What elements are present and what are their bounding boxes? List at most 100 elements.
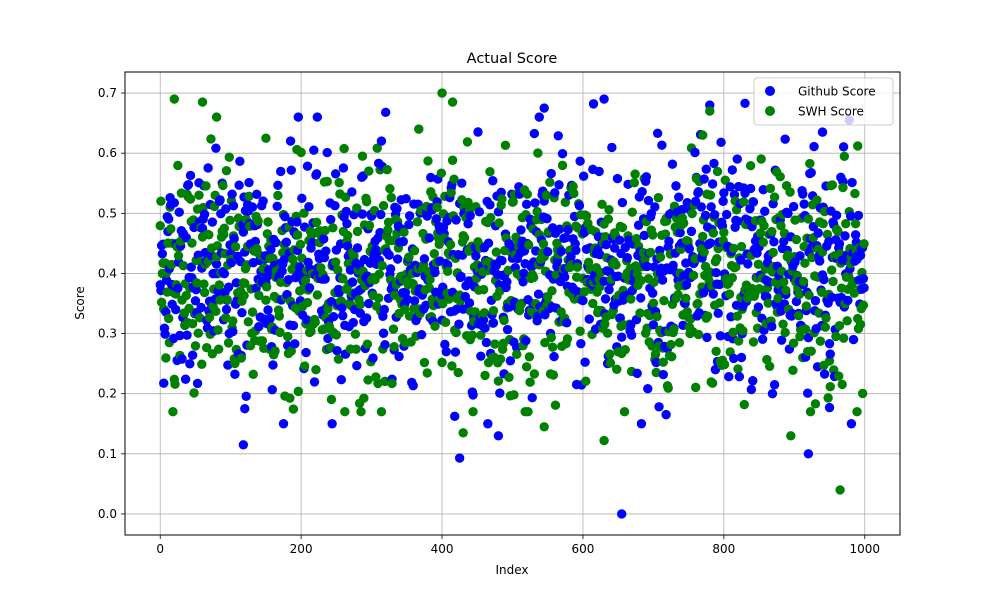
github-score-point — [817, 127, 828, 137]
swh-score-point — [627, 207, 637, 217]
swh-score-point — [693, 329, 704, 340]
swh-score-point — [340, 407, 350, 417]
github-score-point — [400, 287, 411, 297]
github-score-point — [684, 244, 695, 254]
github-score-point — [404, 219, 414, 230]
github-score-point — [402, 294, 413, 305]
github-score-point — [502, 324, 513, 335]
github-score-point — [330, 201, 340, 211]
swh-score-point — [197, 97, 208, 107]
github-score-point — [392, 203, 402, 214]
swh-score-point — [560, 197, 571, 207]
swh-score-point — [228, 316, 238, 326]
swh-score-point — [600, 232, 611, 242]
github-score-point — [671, 181, 681, 191]
github-score-point — [159, 378, 169, 388]
swh-score-point — [197, 359, 207, 369]
github-score-point — [227, 189, 237, 199]
swh-score-point — [793, 310, 804, 321]
github-score-point — [252, 189, 262, 200]
swh-score-point — [523, 407, 533, 417]
swh-score-point — [858, 300, 869, 310]
github-score-point — [441, 346, 451, 357]
github-score-point — [241, 391, 251, 401]
swh-score-point — [753, 259, 764, 270]
github-score-point — [266, 244, 276, 255]
swh-score-point — [387, 378, 397, 389]
github-score-point — [632, 368, 642, 379]
github-score-point — [769, 237, 779, 247]
swh-score-point — [699, 247, 709, 257]
swh-score-point — [204, 230, 214, 240]
swh-score-point — [419, 357, 430, 368]
swh-score-point — [733, 336, 744, 346]
github-score-point — [733, 216, 743, 227]
swh-score-point — [480, 370, 490, 381]
github-score-point — [186, 262, 196, 272]
swh-score-point — [156, 196, 166, 206]
swh-score-point — [524, 240, 534, 250]
github-score-point — [392, 254, 403, 264]
swh-score-point — [825, 381, 835, 392]
swh-score-point — [221, 312, 231, 323]
github-score-point — [578, 295, 588, 306]
swh-score-point — [349, 251, 359, 261]
swh-score-point — [824, 356, 835, 366]
github-score-point — [309, 377, 320, 387]
swh-score-point — [383, 225, 393, 235]
github-score-point — [450, 347, 461, 357]
swh-score-point — [805, 407, 816, 417]
swh-score-point — [364, 220, 375, 231]
swh-score-point — [548, 370, 559, 380]
github-score-point — [642, 261, 652, 272]
swh-score-point — [719, 359, 730, 370]
github-score-point — [527, 392, 537, 403]
swh-score-point — [261, 133, 271, 143]
swh-score-point — [745, 160, 756, 171]
swh-score-point — [538, 239, 549, 249]
swh-score-point — [693, 298, 703, 309]
swh-score-point — [635, 308, 645, 318]
swh-score-point — [801, 301, 811, 311]
swh-score-point — [775, 171, 785, 182]
github-score-point — [497, 255, 507, 266]
github-score-point — [530, 198, 540, 208]
github-score-point — [372, 247, 382, 257]
swh-score-point — [702, 311, 713, 321]
swh-score-point — [547, 286, 557, 296]
swh-score-point — [201, 181, 211, 191]
github-score-point — [791, 296, 802, 307]
swh-score-point — [328, 223, 338, 233]
github-score-point — [473, 127, 483, 137]
swh-score-point — [588, 298, 598, 309]
github-score-point — [853, 210, 864, 221]
github-score-point — [563, 224, 573, 235]
github-score-point — [681, 280, 692, 290]
github-score-point — [746, 384, 757, 395]
github-score-point — [788, 201, 799, 212]
github-score-point — [716, 137, 726, 148]
swh-score-point — [442, 266, 453, 276]
swh-score-point — [839, 151, 850, 162]
swh-score-point — [764, 361, 775, 372]
chart-title: Actual Score — [467, 51, 558, 67]
github-score-point — [576, 339, 586, 349]
github-score-point — [825, 349, 835, 359]
swh-score-point — [720, 175, 730, 185]
swh-score-point — [219, 223, 230, 233]
swh-score-point — [636, 275, 646, 286]
swh-score-point — [540, 338, 550, 348]
swh-score-point — [698, 231, 708, 242]
swh-score-point — [458, 428, 468, 438]
swh-score-point — [658, 357, 668, 367]
swh-score-point — [767, 226, 777, 237]
github-score-point — [183, 180, 194, 190]
swh-score-point — [712, 254, 722, 264]
github-score-point — [533, 289, 544, 299]
github-score-point — [561, 232, 571, 243]
swh-score-point — [547, 342, 558, 352]
github-score-point — [332, 346, 342, 356]
github-score-point — [502, 277, 512, 287]
github-score-point — [736, 255, 746, 265]
